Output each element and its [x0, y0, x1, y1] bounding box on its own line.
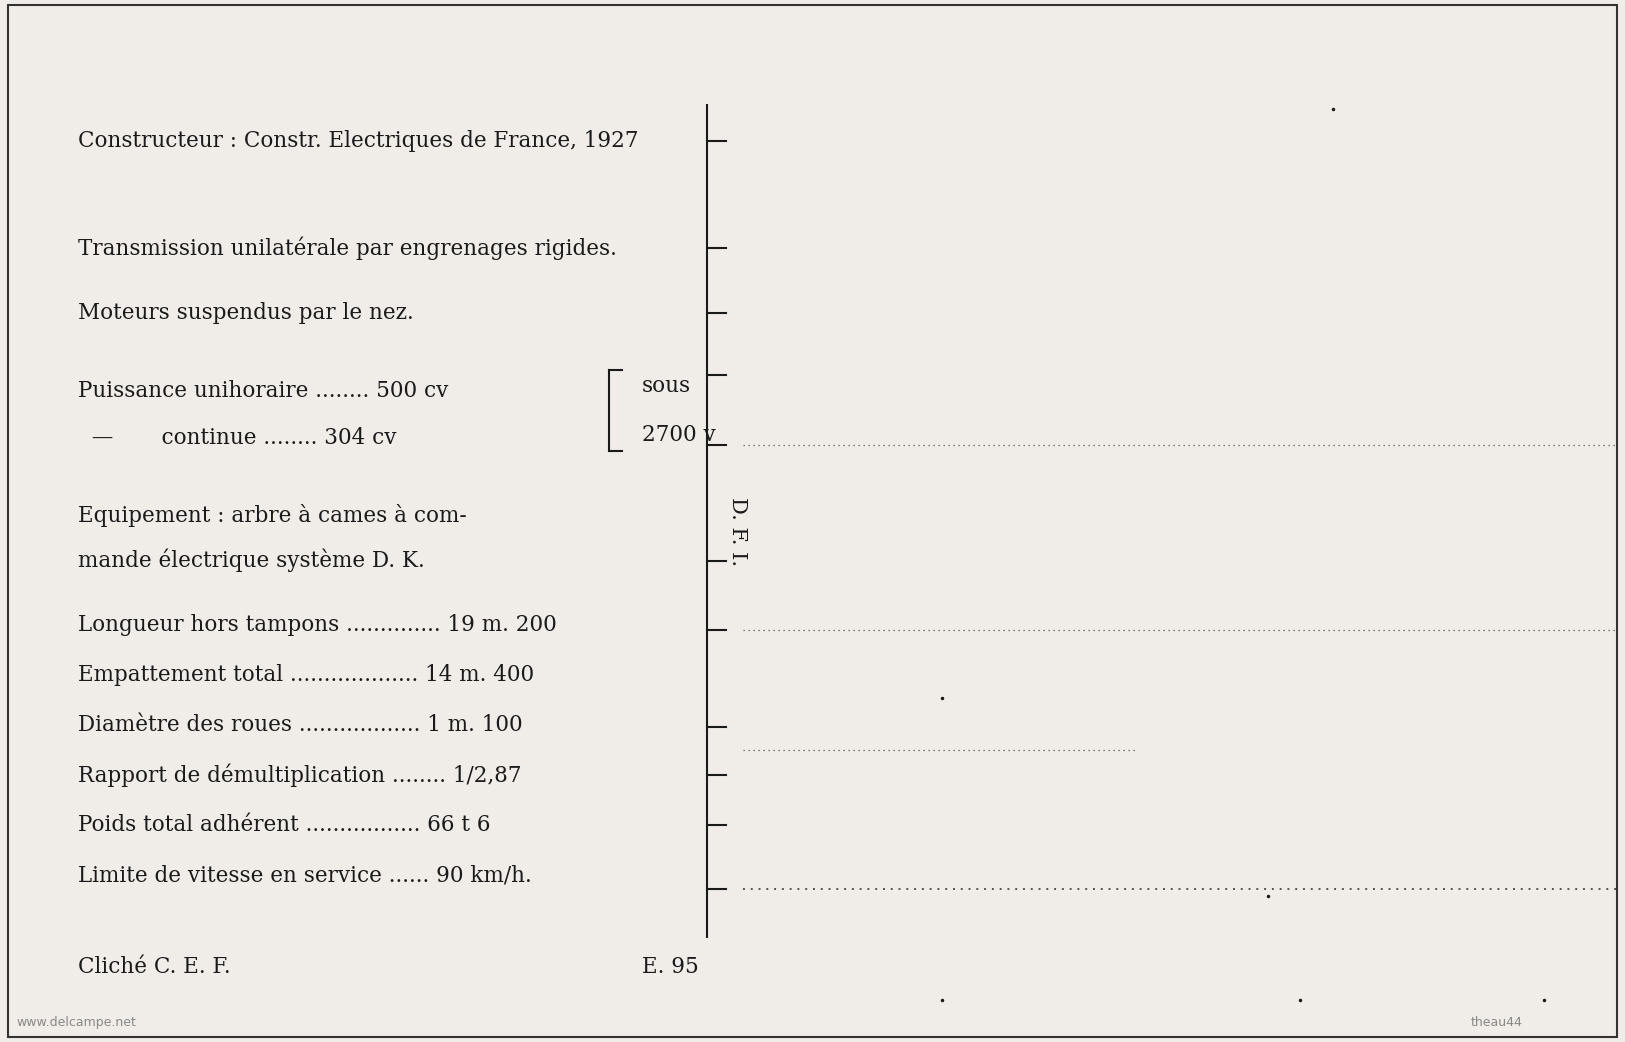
- Text: Constructeur : Constr. Electriques de France, 1927: Constructeur : Constr. Electriques de Fr…: [78, 129, 639, 152]
- Text: E. 95: E. 95: [642, 956, 699, 978]
- Text: 2700 v: 2700 v: [642, 423, 715, 446]
- Text: Limite de vitesse en service ...... 90 km/h.: Limite de vitesse en service ...... 90 k…: [78, 864, 531, 887]
- Text: Cliché C. E. F.: Cliché C. E. F.: [78, 956, 231, 978]
- Text: mande électrique système D. K.: mande électrique système D. K.: [78, 549, 424, 572]
- Text: Poids total adhérent ................. 66 t 6: Poids total adhérent ................. 6…: [78, 814, 491, 837]
- Text: Moteurs suspendus par le nez.: Moteurs suspendus par le nez.: [78, 301, 414, 324]
- Text: Transmission unilatérale par engrenages rigides.: Transmission unilatérale par engrenages …: [78, 237, 618, 259]
- Text: Diamètre des roues .................. 1 m. 100: Diamètre des roues .................. 1 …: [78, 714, 523, 737]
- Text: Rapport de démultiplication ........ 1/2,87: Rapport de démultiplication ........ 1/2…: [78, 764, 522, 787]
- Text: Longueur hors tampons .............. 19 m. 200: Longueur hors tampons .............. 19 …: [78, 614, 557, 637]
- Text: Puissance unihoraire ........ 500 cv: Puissance unihoraire ........ 500 cv: [78, 379, 449, 402]
- Text: Empattement total ................... 14 m. 400: Empattement total ................... 14…: [78, 664, 535, 687]
- Text: theau44: theau44: [1471, 1017, 1523, 1029]
- Text: sous: sous: [642, 374, 691, 397]
- Text: Equipement : arbre à cames à com-: Equipement : arbre à cames à com-: [78, 504, 466, 527]
- Text: www.delcampe.net: www.delcampe.net: [16, 1017, 136, 1029]
- Text: —       continue ........ 304 cv: — continue ........ 304 cv: [78, 426, 396, 449]
- Text: D. F. I.: D. F. I.: [728, 497, 748, 566]
